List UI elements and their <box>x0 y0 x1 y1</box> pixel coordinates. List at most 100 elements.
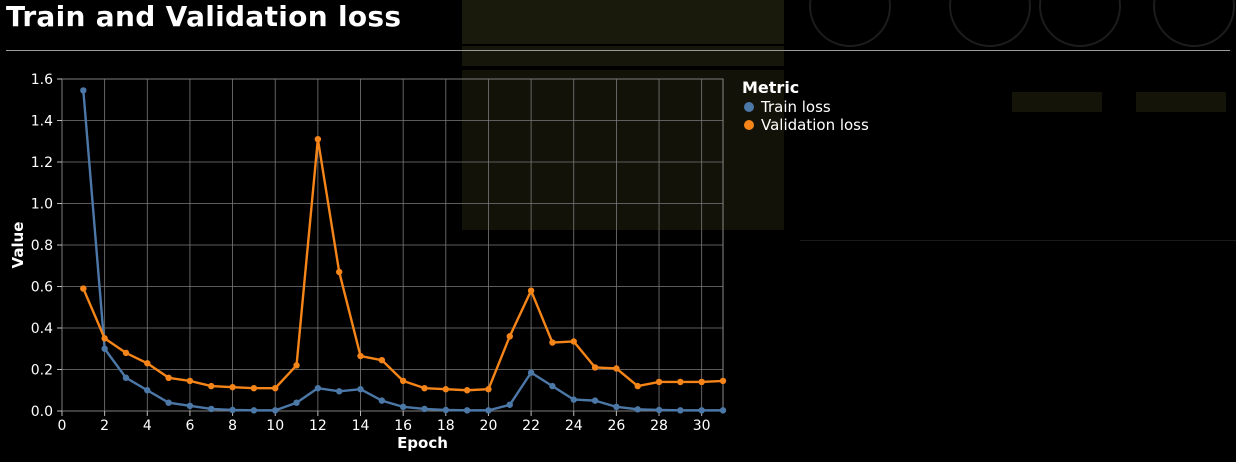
validation-loss-point <box>357 352 364 360</box>
validation-loss-point <box>250 384 258 392</box>
legend-swatch-validation-loss <box>744 120 754 130</box>
validation-loss-point <box>719 377 727 385</box>
legend-label-validation-loss: Validation loss <box>761 116 869 134</box>
x-tick-label: 20 <box>480 418 498 434</box>
train-loss-point <box>122 374 130 381</box>
validation-loss-point <box>144 360 151 367</box>
validation-loss-point <box>506 333 513 340</box>
x-tick-label: 24 <box>565 418 583 434</box>
validation-loss-point <box>186 377 194 385</box>
legend-title: Metric <box>742 78 799 97</box>
y-axis-title: Value <box>9 222 27 269</box>
x-tick-label: 26 <box>607 418 625 434</box>
y-tick-label: 1.2 <box>31 155 53 171</box>
train-loss-point <box>399 403 407 411</box>
validation-loss-point <box>101 335 108 342</box>
x-tick-label: 6 <box>185 418 194 434</box>
train-loss-point <box>208 405 215 413</box>
validation-loss-point <box>570 338 577 345</box>
ghost-dial <box>809 0 891 47</box>
validation-loss-point <box>272 384 279 392</box>
validation-loss-point <box>655 378 663 386</box>
validation-loss-point <box>485 386 492 393</box>
train-loss-point <box>421 405 428 413</box>
ghost-dial <box>1039 0 1121 47</box>
train-loss-point <box>698 407 705 414</box>
validation-loss-point <box>335 268 343 276</box>
validation-loss-point <box>549 339 556 346</box>
x-tick-label: 14 <box>352 418 370 434</box>
train-loss-point <box>378 397 386 404</box>
validation-loss-point <box>378 356 386 364</box>
train-loss-point <box>293 399 300 406</box>
train-loss-point <box>272 407 279 414</box>
x-tick-label: 2 <box>100 418 109 434</box>
train-loss-point <box>335 388 343 395</box>
validation-loss-point <box>442 386 450 393</box>
x-tick-label: 18 <box>437 418 455 434</box>
validation-loss-point <box>634 382 641 390</box>
ghost-toggle-panel <box>1012 92 1102 112</box>
ghost-dial <box>1153 0 1235 47</box>
title-divider <box>6 50 1230 51</box>
y-tick-label: 0.6 <box>31 280 53 296</box>
train-loss-point <box>677 407 684 414</box>
y-tick-label: 0.8 <box>31 238 53 254</box>
validation-loss-point <box>463 387 471 394</box>
train-loss-point <box>80 87 87 94</box>
chart-grid <box>61 78 724 412</box>
x-tick-label: 12 <box>309 418 327 434</box>
validation-loss-point <box>421 384 428 392</box>
x-tick-label: 10 <box>266 418 284 434</box>
ghost-dial <box>949 0 1031 47</box>
validation-loss-point <box>314 135 322 143</box>
train-loss-point <box>570 396 577 403</box>
y-tick-label: 1.0 <box>31 197 53 213</box>
y-tick-label: 0.0 <box>31 404 53 420</box>
y-tick-label: 0.4 <box>31 321 53 337</box>
train-loss-point <box>442 406 450 414</box>
train-loss-point <box>144 387 151 394</box>
train-loss-point <box>186 402 194 410</box>
train-loss-point <box>719 407 727 414</box>
validation-loss-point <box>208 382 215 390</box>
x-tick-label: 16 <box>394 418 412 434</box>
validation-loss-point <box>591 364 599 371</box>
train-loss-point <box>506 401 513 408</box>
x-axis-title: Epoch <box>397 434 448 452</box>
train-loss-point <box>357 386 364 393</box>
train-loss-point <box>485 407 492 414</box>
validation-loss-point <box>122 349 130 357</box>
train-loss-point <box>549 382 556 390</box>
train-loss-point <box>314 384 322 392</box>
x-tick-label: 22 <box>522 418 540 434</box>
ghost-divider <box>800 240 1236 241</box>
x-tick-label: 4 <box>143 418 152 434</box>
legend-label-train-loss: Train loss <box>760 98 831 116</box>
validation-loss-point <box>613 365 620 372</box>
chart-series <box>80 87 727 414</box>
x-tick-label: 30 <box>693 418 711 434</box>
x-tick-label: 0 <box>58 418 67 434</box>
validation-loss-point <box>293 362 300 369</box>
train-loss-point <box>527 369 535 376</box>
y-tick-label: 1.6 <box>31 72 53 88</box>
train-loss-point <box>229 406 236 414</box>
ghost-button-panel <box>462 46 784 66</box>
ghost-button-panel <box>462 0 784 44</box>
train-loss-point <box>613 403 620 411</box>
page-title: Train and Validation loss <box>6 0 402 33</box>
legend-swatch-train-loss <box>744 102 754 112</box>
validation-loss-point <box>527 287 535 294</box>
validation-loss-point <box>165 374 172 381</box>
x-tick-label: 28 <box>650 418 668 434</box>
validation-loss-point <box>399 377 407 385</box>
ghost-toggle-panel <box>1136 92 1226 112</box>
train-loss-point <box>634 406 641 413</box>
validation-loss-point <box>229 383 236 391</box>
x-tick-label: 8 <box>228 418 237 434</box>
validation-loss-point <box>698 378 705 386</box>
validation-loss-point <box>80 285 87 292</box>
